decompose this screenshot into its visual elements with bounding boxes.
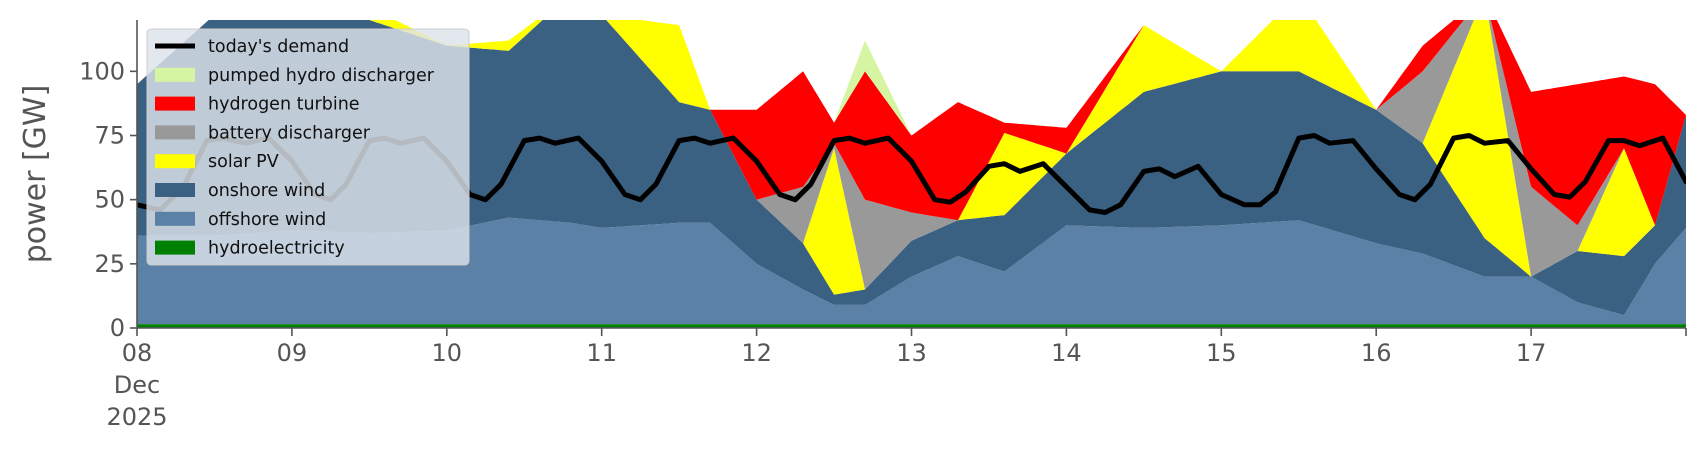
legend-label-solar-pv: solar PV (208, 152, 279, 172)
legend-label-hydrogen-turbine: hydrogen turbine (208, 95, 360, 115)
legend-label-offshore-wind: offshore wind (208, 210, 326, 230)
legend-swatch-offshore-wind (155, 211, 195, 226)
y-tick-label: 100 (79, 57, 125, 85)
y-tick-label: 50 (94, 186, 125, 214)
legend-label-today-s-demand: today's demand (208, 37, 349, 57)
legend-swatch-battery-discharger (155, 125, 195, 140)
x-tick-label: 12 (741, 339, 772, 367)
area-offshore-wind (137, 217, 1686, 325)
x-tick-label: 10 (432, 339, 463, 367)
y-tick-label: 0 (110, 314, 125, 342)
x-tick-label: 13 (896, 339, 927, 367)
legend-swatch-onshore-wind (155, 183, 195, 197)
x-tick-label: 2025 (106, 403, 167, 431)
legend-swatch-hydroelectricity (155, 240, 195, 255)
area-battery-discharger (137, 20, 1686, 290)
x-tick-label: 14 (1051, 339, 1082, 367)
areas-layer (137, 20, 1686, 328)
x-tick-label: 11 (586, 339, 617, 367)
axes-layer: 0 25 50 75 100 08 Dec 2025 09 10 11 12 13 14 15 16 17 (79, 20, 1687, 431)
legend-label-onshore-wind: onshore wind (208, 181, 325, 201)
area-onshore-wind (137, 20, 1686, 316)
area-hydrogen-turbine (137, 20, 1686, 226)
legend-label-hydroelectricity: hydroelectricity (208, 239, 345, 259)
y-tick-label: 75 (94, 122, 125, 150)
legend-box (146, 28, 470, 266)
legend-swatch-solar-pv (155, 154, 195, 169)
x-tick-label: 17 (1516, 339, 1547, 367)
x-tick-label: 09 (277, 339, 308, 367)
x-tick-label: 16 (1361, 339, 1392, 367)
area-hydroelectricity (137, 324, 1686, 328)
legend: today's demand pumped hydro discharger hyd… (146, 28, 470, 266)
x-tick-label: 15 (1206, 339, 1237, 367)
y-tick-label: 25 (94, 250, 125, 278)
x-tick-label: Dec (114, 371, 160, 399)
legend-label-pumped-hydro-discharger: pumped hydro discharger (208, 66, 435, 86)
x-tick-label: 08 (122, 339, 153, 367)
y-axis-label: power [GW] (18, 85, 53, 264)
legend-swatch-pumped-hydro-discharger (155, 67, 195, 82)
legend-label-battery-discharger: battery discharger (208, 123, 371, 143)
legend-swatch-hydrogen-turbine (155, 96, 195, 111)
